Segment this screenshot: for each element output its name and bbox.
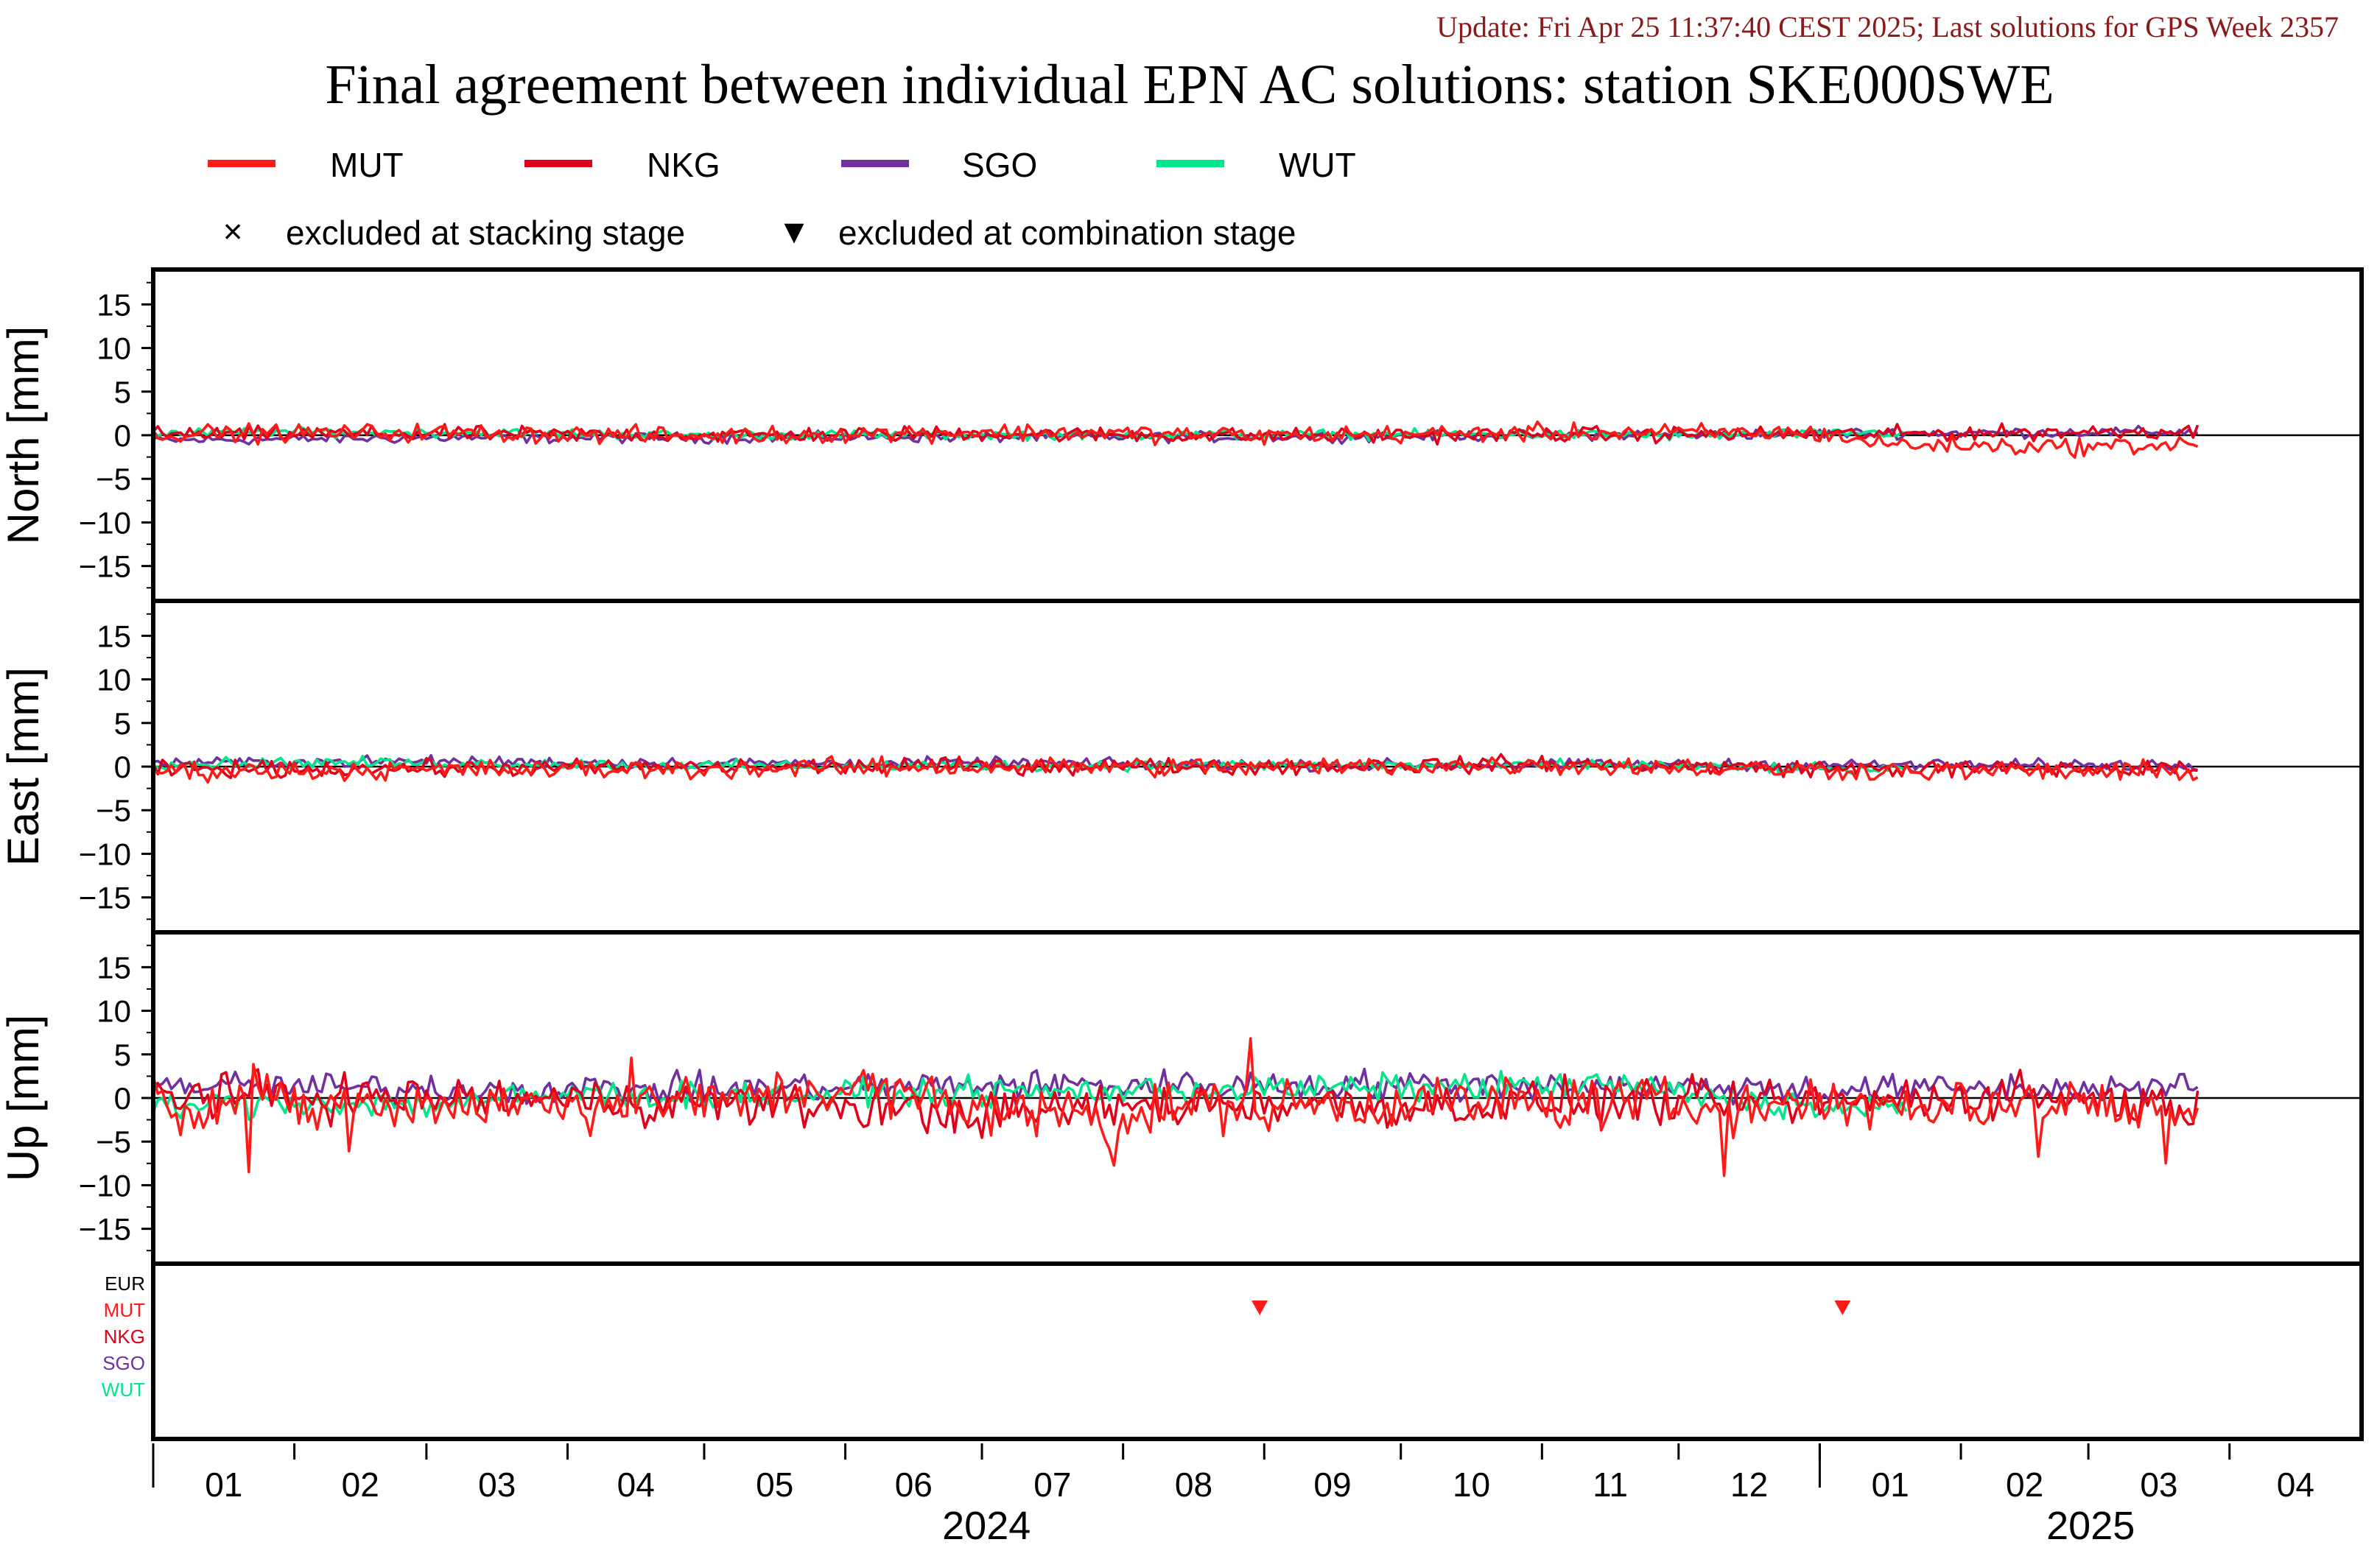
chart-title: Final agreement between individual EPN A… bbox=[325, 54, 2054, 116]
x-year-label: 2025 bbox=[2046, 1504, 2135, 1545]
legend-item-mut: MUT bbox=[208, 146, 404, 184]
legend-label-wut: WUT bbox=[1279, 146, 1356, 184]
y-tick-label: −5 bbox=[96, 462, 131, 496]
exclusion-row-label-sgo: SGO bbox=[102, 1352, 145, 1374]
x-month-label: 04 bbox=[617, 1465, 655, 1504]
legend-label-mut: MUT bbox=[330, 146, 404, 184]
y-tick-label: 0 bbox=[114, 1081, 131, 1116]
stacking-marker-icon: × bbox=[223, 212, 243, 250]
y-tick-label: 10 bbox=[96, 663, 131, 697]
panel-up: 15 10 5 0 −5 −10 −15 Up [mm] bbox=[0, 930, 2364, 1266]
combination-marker-label: excluded at combination stage bbox=[838, 214, 1296, 252]
x-month-label: 09 bbox=[1313, 1465, 1351, 1504]
legend-label-sgo: SGO bbox=[962, 146, 1037, 184]
y-tick-label: 15 bbox=[96, 287, 131, 322]
y-tick-label: 5 bbox=[114, 1038, 131, 1072]
x-year-label: 2024 bbox=[942, 1504, 1031, 1545]
y-tick-label: 0 bbox=[114, 418, 131, 453]
legend: MUT NKG SGO WUT × excluded at stacking s… bbox=[208, 146, 1356, 252]
series-nkg-up bbox=[152, 1068, 2200, 1139]
update-timestamp: Update: Fri Apr 25 11:37:40 CEST 2025; L… bbox=[1436, 10, 2339, 43]
legend-label-nkg: NKG bbox=[647, 146, 720, 184]
x-axis: 01 02 03 04 05 06 07 08 09 10 11 12 01 02 03 04 2024 2025 bbox=[152, 1443, 2314, 1545]
y-tick-label: −10 bbox=[79, 837, 131, 871]
x-month-label: 04 bbox=[2277, 1465, 2314, 1504]
y-tick-label: −15 bbox=[79, 1212, 131, 1247]
x-month-label: 12 bbox=[1730, 1465, 1768, 1504]
y-tick-label: −15 bbox=[79, 549, 131, 584]
x-month-label: 07 bbox=[1033, 1465, 1071, 1504]
x-month-label: 01 bbox=[1872, 1465, 1909, 1504]
x-month-label: 05 bbox=[756, 1465, 793, 1504]
x-month-label: 10 bbox=[1453, 1465, 1490, 1504]
exclusion-row-label-nkg: NKG bbox=[104, 1326, 145, 1348]
y-tick-label: −5 bbox=[96, 793, 131, 828]
y-tick-label: 5 bbox=[114, 375, 131, 409]
y-tick-label: 10 bbox=[96, 331, 131, 366]
y-tick-label: −15 bbox=[79, 881, 131, 915]
x-month-label: 02 bbox=[2006, 1465, 2043, 1504]
x-month-label: 03 bbox=[2140, 1465, 2177, 1504]
exclusion-row-label-mut: MUT bbox=[104, 1299, 145, 1321]
exclusion-row-label-eur: EUR bbox=[105, 1273, 145, 1295]
y-axis-label: North [mm] bbox=[0, 326, 48, 545]
combination-marker-icon: ▼ bbox=[777, 212, 811, 250]
panel-east: 15 10 5 0 −5 −10 −15 East [mm] bbox=[0, 599, 2364, 935]
stacking-marker-label: excluded at stacking stage bbox=[286, 214, 685, 252]
series-mut-east bbox=[152, 755, 2199, 784]
exclusions-panel: EUR MUT NKG SGO WUT bbox=[102, 1261, 2364, 1441]
y-tick-label: 15 bbox=[96, 619, 131, 653]
exclusions-frame bbox=[151, 1261, 2364, 1441]
y-axis-label: East [mm] bbox=[0, 667, 48, 866]
y-tick-label: 0 bbox=[114, 750, 131, 784]
legend-item-nkg: NKG bbox=[524, 146, 720, 184]
y-axis-label: Up [mm] bbox=[0, 1015, 48, 1182]
series-mut-north bbox=[152, 420, 2199, 460]
combination-exclusion-marker bbox=[1252, 1301, 1268, 1315]
panels: 15 10 5 0 −5 −10 −15 North [mm] 15 10 5 0 −5 −10 −15 Ea… bbox=[0, 267, 2364, 1266]
y-tick-label: 5 bbox=[114, 706, 131, 741]
y-tick-label: 10 bbox=[96, 994, 131, 1029]
legend-item-wut: WUT bbox=[1156, 146, 1356, 184]
x-month-label: 02 bbox=[342, 1465, 379, 1504]
y-tick-label: −5 bbox=[96, 1125, 131, 1159]
y-tick-label: 15 bbox=[96, 950, 131, 985]
x-month-label: 01 bbox=[205, 1465, 242, 1504]
legend-item-sgo: SGO bbox=[841, 146, 1037, 184]
panel-north: 15 10 5 0 −5 −10 −15 North [mm] bbox=[0, 267, 2364, 603]
y-tick-label: −10 bbox=[79, 1168, 131, 1203]
x-month-label: 03 bbox=[478, 1465, 516, 1504]
exclusion-row-label-wut: WUT bbox=[102, 1379, 145, 1401]
x-month-label: 06 bbox=[895, 1465, 933, 1504]
y-tick-label: −10 bbox=[79, 505, 131, 540]
x-month-label: 11 bbox=[1593, 1465, 1628, 1504]
series-sgo-up bbox=[152, 1067, 2199, 1108]
series-mut-up bbox=[152, 1037, 2200, 1178]
x-month-label: 08 bbox=[1175, 1465, 1212, 1504]
combination-exclusion-marker bbox=[1834, 1301, 1851, 1315]
